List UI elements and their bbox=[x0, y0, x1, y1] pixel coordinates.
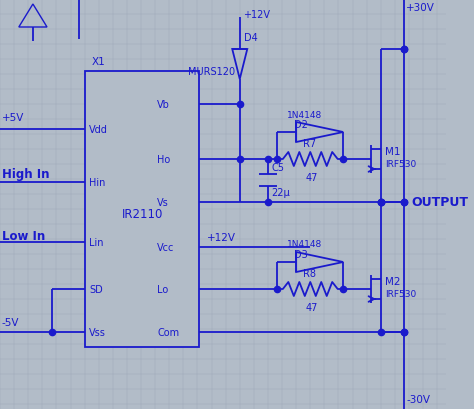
Text: D3: D3 bbox=[294, 249, 308, 259]
Text: OUTPUT: OUTPUT bbox=[411, 196, 468, 209]
Text: Vs: Vs bbox=[157, 198, 169, 207]
Text: M1: M1 bbox=[385, 147, 401, 157]
Text: Vb: Vb bbox=[157, 100, 170, 110]
Text: 1N4148: 1N4148 bbox=[287, 110, 322, 119]
Text: 47: 47 bbox=[306, 302, 318, 312]
Text: -5V: -5V bbox=[2, 317, 19, 327]
Text: Lin: Lin bbox=[89, 237, 104, 247]
Text: IRF530: IRF530 bbox=[385, 160, 417, 169]
Text: IR2110: IR2110 bbox=[122, 208, 164, 221]
Text: +5V: +5V bbox=[2, 113, 24, 123]
Text: +12V: +12V bbox=[207, 232, 236, 243]
Text: -30V: -30V bbox=[406, 394, 430, 404]
Text: Vss: Vss bbox=[89, 327, 106, 337]
Text: Low In: Low In bbox=[2, 230, 45, 243]
Text: MURS120: MURS120 bbox=[188, 67, 235, 77]
Text: +12V: +12V bbox=[243, 10, 270, 20]
Text: Lo: Lo bbox=[157, 284, 168, 294]
Text: 1N4148: 1N4148 bbox=[287, 240, 322, 249]
Text: Com: Com bbox=[157, 327, 179, 337]
Text: Ho: Ho bbox=[157, 155, 170, 164]
Text: IRF530: IRF530 bbox=[385, 290, 417, 299]
Text: M2: M2 bbox=[385, 276, 401, 286]
Text: D2: D2 bbox=[294, 120, 308, 130]
Text: Hin: Hin bbox=[89, 178, 106, 188]
Text: High In: High In bbox=[2, 168, 49, 181]
Text: C5: C5 bbox=[272, 163, 285, 173]
Bar bbox=[85, 72, 200, 347]
Text: 22μ: 22μ bbox=[272, 188, 291, 198]
Text: Vcc: Vcc bbox=[157, 243, 174, 252]
Text: Vdd: Vdd bbox=[89, 125, 108, 135]
Text: +30V: +30V bbox=[406, 3, 435, 13]
Text: R8: R8 bbox=[303, 268, 316, 278]
Text: X1: X1 bbox=[92, 57, 106, 67]
Text: SD: SD bbox=[89, 284, 103, 294]
Text: 47: 47 bbox=[306, 173, 318, 182]
Text: R7: R7 bbox=[303, 139, 316, 148]
Text: D4: D4 bbox=[245, 33, 258, 43]
